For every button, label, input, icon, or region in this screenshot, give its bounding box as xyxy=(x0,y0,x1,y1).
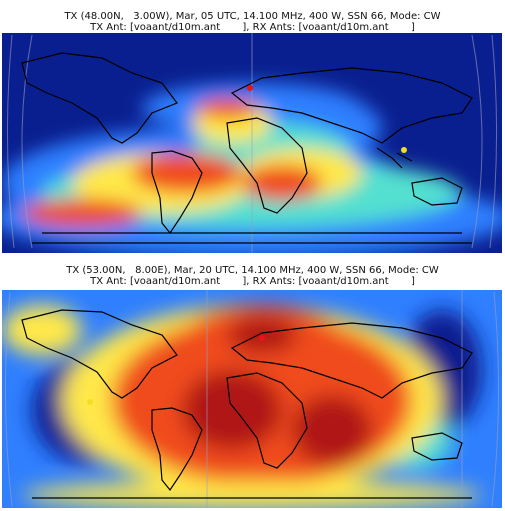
coverage-map-panel-1: TX (48.00N, 3.00W), Mar, 05 UTC, 14.100 … xyxy=(0,0,505,255)
coverage-map-1 xyxy=(2,33,502,253)
coverage-map-panel-2: TX (53.00N, 8.00E), Mar, 20 UTC, 14.100 … xyxy=(0,255,505,511)
map-title-line-1: TX (53.00N, 8.00E), Mar, 20 UTC, 14.100 … xyxy=(66,265,439,276)
tx-location-marker-2 xyxy=(259,335,265,341)
map-title-line-2: TX Ant: [voaant/d10m.ant ], RX Ants: [vo… xyxy=(90,22,415,33)
map-title-line-1: TX (48.00N, 3.00W), Mar, 05 UTC, 14.100 … xyxy=(64,11,441,22)
map-title-line-2: TX Ant: [voaant/d10m.ant ], RX Ants: [vo… xyxy=(90,276,415,287)
rx-location-marker-1 xyxy=(401,147,407,153)
coverage-map-2 xyxy=(2,290,502,508)
tx-location-marker-1 xyxy=(247,85,253,91)
rx-location-marker-2 xyxy=(87,399,93,405)
